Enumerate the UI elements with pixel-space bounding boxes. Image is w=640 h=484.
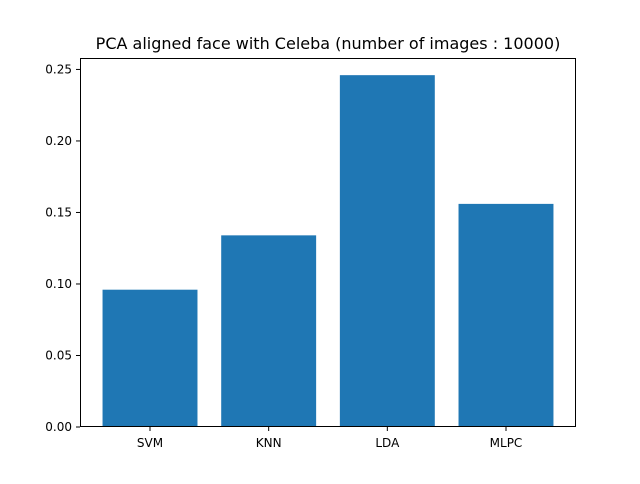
x-tick-label: LDA [375, 436, 400, 450]
bars-layer [102, 75, 554, 428]
bar-svm [102, 289, 198, 427]
bar-mlpc [458, 203, 554, 427]
y-tick-label: 0.20 [45, 134, 72, 148]
x-tick-label: SVM [137, 436, 163, 450]
bar-knn [221, 235, 317, 427]
bar-lda [339, 75, 435, 428]
y-tick-label: 0.00 [45, 420, 72, 434]
y-tick-label: 0.10 [45, 277, 72, 291]
y-tick-label: 0.25 [45, 62, 72, 76]
plot-frame [80, 58, 576, 427]
x-tick-label: KNN [256, 436, 282, 450]
y-axis: 0.00 0.05 0.10 0.15 0.20 0.25 [45, 62, 80, 434]
y-tick-label: 0.05 [45, 348, 72, 362]
x-tick-label: MLPC [490, 436, 523, 450]
y-tick-label: 0.15 [45, 205, 72, 219]
chart-title: PCA aligned face with Celeba (number of … [96, 34, 561, 53]
x-axis: SVM KNN LDA MLPC [137, 427, 522, 450]
